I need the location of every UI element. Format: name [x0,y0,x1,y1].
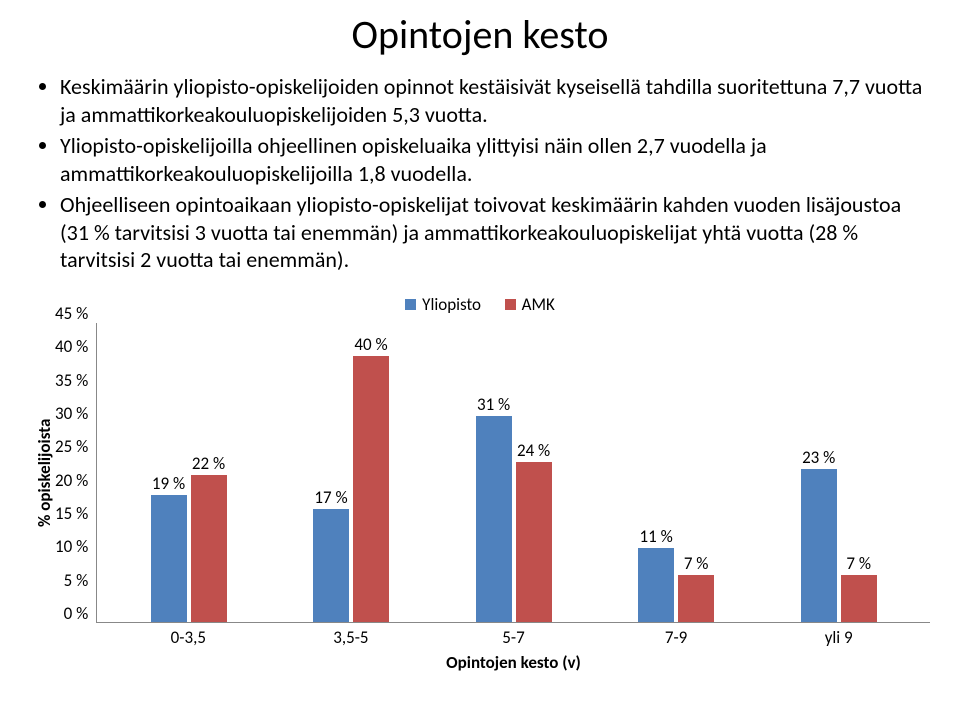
bar-value-label: 31 % [477,394,510,415]
plot-area: 19 %22 %17 %40 %31 %24 %11 %7 %23 %7 % [96,323,930,623]
bar-amk: 24 % [516,462,552,621]
x-axis: 0-3,5 3,5-5 5-7 7-9 yli 9 [30,623,930,648]
bar-yliopisto: 23 % [801,469,837,622]
bar-yliopisto: 11 % [638,548,674,621]
legend-item-amk: AMK [505,294,555,315]
bar-value-label: 19 % [152,473,185,494]
legend-swatch-yliopisto [405,299,416,310]
chart-legend: Yliopisto AMK [30,294,930,315]
x-axis-ticks: 0-3,5 3,5-5 5-7 7-9 yli 9 [97,623,930,648]
bar-value-label: 7 % [684,553,709,574]
x-tick-label: 0-3,5 [150,627,226,648]
x-tick-label: yli 9 [801,627,877,648]
axis-spacer [30,648,97,673]
bar-group: 31 %24 % [476,323,552,622]
y-axis: 45 % 40 % 35 % 30 % 25 % 20 % 15 % 10 % … [55,323,96,623]
x-tick-label: 7-9 [638,627,714,648]
bar-group: 11 %7 % [638,323,714,622]
x-tick-label: 3,5-5 [313,627,389,648]
x-tick-label: 5-7 [475,627,551,648]
x-axis-label: Opintojen kesto (v) [97,652,930,673]
y-axis-label: % opiskelijoista [30,323,55,623]
bar-amk: 7 % [678,575,714,622]
bar-amk: 22 % [191,475,227,621]
bar-value-label: 17 % [314,487,347,508]
legend-label: AMK [522,294,555,315]
bar-value-label: 23 % [802,447,835,468]
bar-value-label: 11 % [640,526,673,547]
bar-amk: 40 % [353,356,389,622]
chart: Yliopisto AMK % opiskelijoista 45 % 40 %… [30,294,930,654]
bullet-list: Keskimäärin yliopisto-opiskelijoiden opi… [36,73,930,274]
bar-value-label: 24 % [517,440,550,461]
page-title: Opintojen kesto [30,10,930,59]
bar-yliopisto: 31 % [476,416,512,622]
bar-value-label: 7 % [846,553,871,574]
legend-swatch-amk [505,299,516,310]
axis-spacer [30,623,97,648]
bar-value-label: 40 % [354,334,387,355]
bar-yliopisto: 17 % [313,509,349,622]
bullet-item: Yliopisto-opiskelijoilla ohjeellinen opi… [60,132,930,187]
bullet-item: Ohjeelliseen opintoaikaan yliopisto-opis… [60,191,930,274]
bar-amk: 7 % [841,575,877,622]
bar-value-label: 22 % [192,453,225,474]
chart-inner: % opiskelijoista 45 % 40 % 35 % 30 % 25 … [30,323,930,623]
bar-group: 19 %22 % [151,323,227,622]
legend-label: Yliopisto [422,294,481,315]
bar-group: 17 %40 % [313,323,389,622]
x-axis-label-row: Opintojen kesto (v) [30,648,930,673]
bar-group: 23 %7 % [801,323,877,622]
bar-yliopisto: 19 % [151,495,187,621]
bullet-item: Keskimäärin yliopisto-opiskelijoiden opi… [60,73,930,128]
slide: Opintojen kesto Keskimäärin yliopisto-op… [0,0,960,727]
legend-item-yliopisto: Yliopisto [405,294,481,315]
